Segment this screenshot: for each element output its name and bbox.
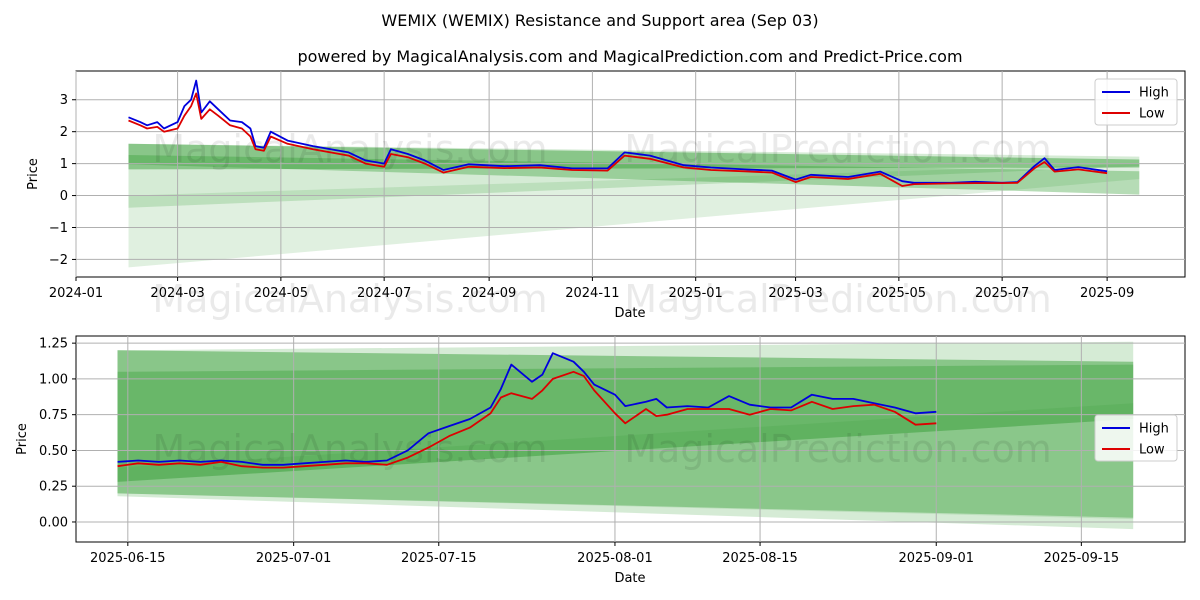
bottom-x-axis-label: Date bbox=[614, 571, 645, 586]
y-tick-label: 2 bbox=[60, 125, 68, 140]
bottom-support-resistance-bands bbox=[117, 341, 1134, 530]
bottom-y-axis-label: Price bbox=[15, 423, 30, 455]
band-0 bbox=[117, 350, 1134, 482]
legend-label-high: High bbox=[1139, 86, 1169, 101]
legend-label-low: Low bbox=[1139, 107, 1165, 122]
watermark-left-lower: MagicalAnalysis.com bbox=[152, 277, 547, 321]
band-1 bbox=[117, 364, 1134, 518]
y-tick-label: 1.25 bbox=[39, 337, 68, 352]
x-tick-label: 2024-03 bbox=[150, 286, 204, 301]
band-2 bbox=[117, 341, 1134, 530]
top-y-axis-label: Price bbox=[26, 158, 41, 190]
chart-title: WEMIX (WEMIX) Resistance and Support are… bbox=[381, 11, 818, 30]
y-tick-label: 1.00 bbox=[39, 372, 68, 387]
x-tick-label: 2025-07 bbox=[975, 286, 1029, 301]
y-tick-label: −1 bbox=[49, 221, 68, 236]
series-line-low bbox=[117, 370, 937, 469]
top-panel: MagicalAnalysis.com MagicalPrediction.co… bbox=[26, 70, 1186, 321]
y-tick-label: 0.00 bbox=[39, 515, 68, 530]
x-tick-label: 2025-07-15 bbox=[401, 551, 477, 566]
y-tick-label: 0.50 bbox=[39, 444, 68, 459]
bottom-gridlines bbox=[76, 336, 1185, 542]
watermark-left: MagicalAnalysis.com bbox=[152, 127, 547, 171]
top-legend: High Low bbox=[1094, 78, 1178, 126]
series-line-high bbox=[128, 79, 1108, 184]
x-tick-label: 2024-05 bbox=[254, 286, 308, 301]
bottom-ticks: 2025-06-15 2025-07-01 2025-07-15 2025-08-01… bbox=[39, 337, 1119, 566]
y-tick-label: 0.75 bbox=[39, 408, 68, 423]
legend-label-low: Low bbox=[1139, 443, 1165, 458]
y-tick-label: −2 bbox=[49, 253, 68, 268]
x-tick-label: 2025-07-01 bbox=[256, 551, 332, 566]
x-tick-label: 2025-06-15 bbox=[90, 551, 166, 566]
x-tick-label: 2025-01 bbox=[669, 286, 723, 301]
top-ticks: 2024-01 2024-03 2024-05 2024-07 2024-09 2024-… bbox=[49, 93, 1134, 301]
y-tick-label: 0 bbox=[60, 189, 68, 204]
series-line-low bbox=[128, 92, 1108, 187]
bottom-plot-area bbox=[75, 335, 1186, 543]
bottom-legend: High Low bbox=[1094, 414, 1178, 462]
x-tick-label: 2025-03 bbox=[768, 286, 822, 301]
top-watermark: MagicalAnalysis.com MagicalPrediction.co… bbox=[152, 127, 1051, 321]
top-x-axis-label: Date bbox=[614, 306, 645, 321]
x-tick-label: 2025-08-01 bbox=[577, 551, 653, 566]
legend-label-high: High bbox=[1139, 422, 1169, 437]
y-tick-label: 1 bbox=[60, 157, 68, 172]
band-3 bbox=[128, 163, 1140, 268]
top-series bbox=[128, 79, 1108, 187]
watermark-right-lower: MagicalPrediction.com bbox=[624, 277, 1052, 321]
series-line-high bbox=[117, 352, 937, 466]
bottom-panel: MagicalAnalysis.com MagicalPrediction.co… bbox=[15, 335, 1186, 586]
chart-subtitle: powered by MagicalAnalysis.com and Magic… bbox=[297, 47, 962, 66]
x-tick-label: 2025-09-15 bbox=[1044, 551, 1120, 566]
x-tick-label: 2024-09 bbox=[462, 286, 516, 301]
x-tick-label: 2024-01 bbox=[49, 286, 103, 301]
band-1 bbox=[128, 155, 1140, 195]
watermark-right-bottom: MagicalPrediction.com bbox=[624, 427, 1052, 471]
band-2 bbox=[128, 143, 1140, 208]
x-tick-label: 2025-05 bbox=[872, 286, 926, 301]
x-tick-label: 2025-08-15 bbox=[722, 551, 798, 566]
top-gridlines bbox=[75, 71, 1185, 277]
x-tick-label: 2024-11 bbox=[565, 286, 619, 301]
x-tick-label: 2024-07 bbox=[357, 286, 411, 301]
y-tick-label: 3 bbox=[60, 93, 68, 108]
band-3 bbox=[117, 403, 1134, 520]
x-tick-label: 2025-09 bbox=[1080, 286, 1134, 301]
bottom-series bbox=[117, 352, 937, 469]
x-tick-label: 2025-09-01 bbox=[898, 551, 974, 566]
watermark-right: MagicalPrediction.com bbox=[624, 127, 1052, 171]
watermark-left-bottom: MagicalAnalysis.com bbox=[152, 427, 547, 471]
y-tick-label: 0.25 bbox=[39, 480, 68, 495]
